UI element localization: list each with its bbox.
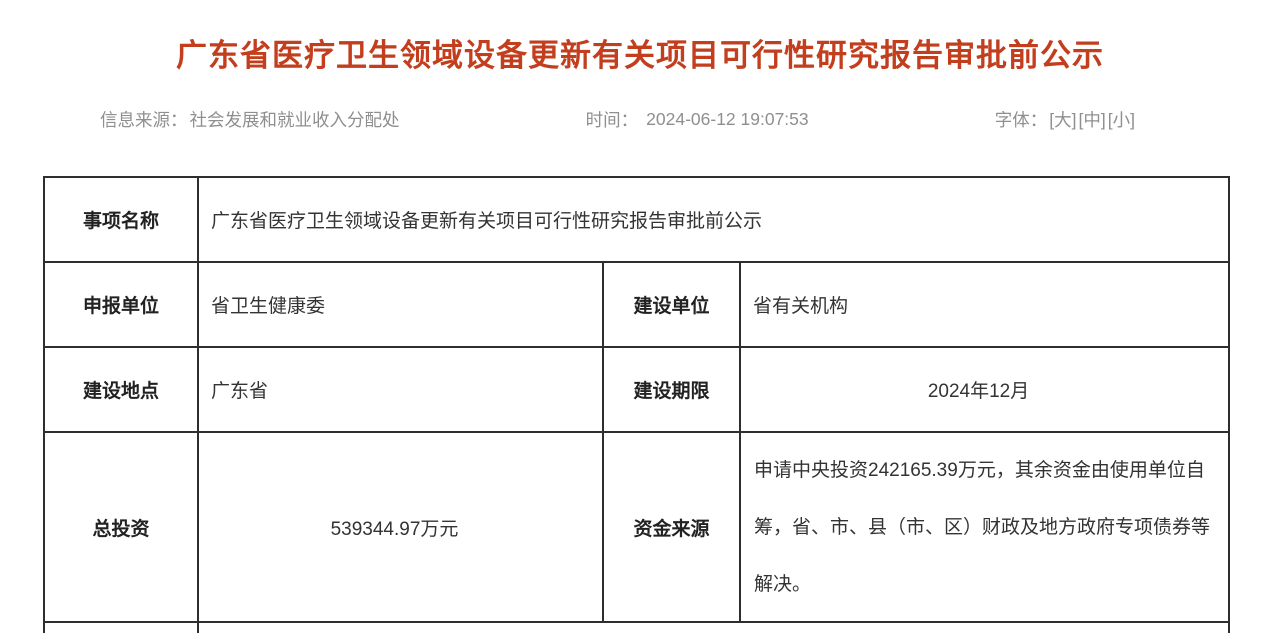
declaring-unit-label: 申报单位	[43, 261, 199, 349]
info-source-label: 信息来源：	[100, 110, 188, 131]
notice-table: 事项名称 广东省医疗卫生领域设备更新有关项目可行性研究报告审批前公示 申报单位 …	[43, 176, 1231, 633]
font-size-medium-button[interactable]: [中]	[1078, 110, 1106, 131]
table-row-investment-funding: 总投资 539344.97万元 资金来源 申请中央投资242165.39万元，其…	[43, 431, 1231, 624]
partial-row-value-cell	[196, 621, 1231, 633]
funding-source-value: 申请中央投资242165.39万元，其余资金由使用单位自筹，省、市、县（市、区）…	[738, 431, 1231, 624]
table-row-location-period: 建设地点 广东省 建设期限 2024年12月	[43, 346, 1231, 434]
construction-period-value: 2024年12月	[738, 346, 1231, 434]
font-size-large-button[interactable]: [大]	[1049, 110, 1077, 131]
funding-source-label: 资金来源	[602, 431, 741, 624]
publish-time: 时间： 2024-06-12 19:07:53	[586, 107, 809, 132]
construction-unit-value: 省有关机构	[738, 261, 1231, 349]
font-size-small-button[interactable]: [小]	[1107, 110, 1135, 131]
table-row-partial	[43, 621, 1231, 633]
construction-site-value: 广东省	[197, 346, 604, 434]
meta-bar: 信息来源： 社会发展和就业收入分配处 时间： 2024-06-12 19:07:…	[100, 107, 1135, 132]
info-source: 信息来源： 社会发展和就业收入分配处	[100, 107, 400, 132]
publish-time-value: 2024-06-12 19:07:53	[646, 109, 809, 130]
font-size-label: 字体：	[994, 110, 1048, 131]
item-name-label: 事项名称	[43, 176, 199, 264]
font-size-controls: 字体： [大] [中] [小]	[995, 107, 1135, 132]
notice-page: 广东省医疗卫生领域设备更新有关项目可行性研究报告审批前公示 信息来源： 社会发展…	[0, 34, 1280, 633]
declaring-unit-value: 省卫生健康委	[197, 261, 604, 349]
construction-unit-label: 建设单位	[602, 261, 741, 349]
page-title: 广东省医疗卫生领域设备更新有关项目可行性研究报告审批前公示	[176, 38, 1104, 73]
partial-row-label-cell	[43, 621, 199, 633]
table-row-units: 申报单位 省卫生健康委 建设单位 省有关机构	[43, 261, 1231, 349]
total-investment-value: 539344.97万元	[197, 431, 604, 624]
construction-period-label: 建设期限	[602, 346, 741, 434]
table-row-item-name: 事项名称 广东省医疗卫生领域设备更新有关项目可行性研究报告审批前公示	[43, 176, 1231, 264]
total-investment-label: 总投资	[43, 431, 199, 624]
info-source-value: 社会发展和就业收入分配处	[189, 110, 400, 131]
construction-site-label: 建设地点	[43, 346, 199, 434]
item-name-value: 广东省医疗卫生领域设备更新有关项目可行性研究报告审批前公示	[196, 176, 1231, 264]
publish-time-label: 时间：	[585, 110, 639, 131]
